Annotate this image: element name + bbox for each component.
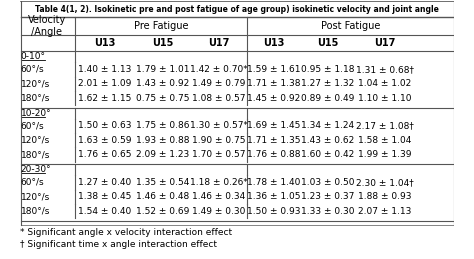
Text: 1.36 ± 1.05: 1.36 ± 1.05 (247, 192, 300, 201)
Text: 60°/s: 60°/s (20, 121, 44, 130)
Text: 120°/s: 120°/s (20, 136, 50, 145)
Text: 2.09 ± 1.23: 2.09 ± 1.23 (136, 150, 189, 159)
Text: 1.38 ± 0.45: 1.38 ± 0.45 (78, 192, 131, 201)
Text: 1.79 ± 1.01: 1.79 ± 1.01 (136, 65, 189, 74)
Text: 180°/s: 180°/s (20, 207, 50, 216)
Text: 1.69 ± 1.45: 1.69 ± 1.45 (247, 121, 300, 130)
Text: 1.54 ± 0.40: 1.54 ± 0.40 (78, 207, 131, 216)
Text: 1.30 ± 0.57*: 1.30 ± 0.57* (190, 121, 248, 130)
Text: U15: U15 (152, 38, 173, 48)
Text: U17: U17 (374, 38, 395, 48)
Text: 1.60 ± 0.42: 1.60 ± 0.42 (301, 150, 355, 159)
Text: 10-20°: 10-20° (20, 109, 51, 118)
Text: 120°/s: 120°/s (20, 79, 50, 88)
Text: 0-10°: 0-10° (20, 52, 46, 61)
Text: 1.27 ± 1.32: 1.27 ± 1.32 (301, 79, 355, 88)
Text: 1.04 ± 1.02: 1.04 ± 1.02 (358, 79, 411, 88)
Text: 1.42 ± 0.70*: 1.42 ± 0.70* (190, 65, 248, 74)
Text: Pre Fatigue: Pre Fatigue (134, 21, 189, 31)
Text: 2.01 ± 1.09: 2.01 ± 1.09 (78, 79, 131, 88)
Text: 120°/s: 120°/s (20, 192, 50, 201)
Text: 1.78 ± 1.40: 1.78 ± 1.40 (247, 178, 300, 187)
Text: 1.31 ± 0.68†: 1.31 ± 0.68† (356, 65, 414, 74)
Text: Velocity
/Angle: Velocity /Angle (27, 15, 66, 37)
Text: 1.99 ± 1.39: 1.99 ± 1.39 (358, 150, 411, 159)
Text: 1.49 ± 0.30: 1.49 ± 0.30 (192, 207, 246, 216)
Text: 1.33 ± 0.30: 1.33 ± 0.30 (301, 207, 355, 216)
Text: U13: U13 (263, 38, 284, 48)
Text: 1.63 ± 0.59: 1.63 ± 0.59 (78, 136, 131, 145)
Text: 1.88 ± 0.93: 1.88 ± 0.93 (358, 192, 411, 201)
Text: 1.45 ± 0.92: 1.45 ± 0.92 (247, 94, 300, 103)
Text: 1.23 ± 0.37: 1.23 ± 0.37 (301, 192, 355, 201)
Text: 1.08 ± 0.57: 1.08 ± 0.57 (192, 94, 246, 103)
Text: 60°/s: 60°/s (20, 65, 44, 74)
Text: 1.70 ± 0.57: 1.70 ± 0.57 (192, 150, 246, 159)
Text: 1.71 ± 1.35: 1.71 ± 1.35 (247, 136, 300, 145)
Text: 1.18 ± 0.26*: 1.18 ± 0.26* (190, 178, 248, 187)
Text: 0.89 ± 0.49: 0.89 ± 0.49 (301, 94, 355, 103)
Text: 1.90 ± 0.75: 1.90 ± 0.75 (192, 136, 246, 145)
Text: 2.17 ± 1.08†: 2.17 ± 1.08† (356, 121, 414, 130)
Text: 1.10 ± 1.10: 1.10 ± 1.10 (358, 94, 411, 103)
Text: 1.49 ± 0.79: 1.49 ± 0.79 (192, 79, 246, 88)
Text: 1.27 ± 0.40: 1.27 ± 0.40 (78, 178, 131, 187)
Text: 1.76 ± 0.65: 1.76 ± 0.65 (78, 150, 131, 159)
Text: 2.30 ± 1.04†: 2.30 ± 1.04† (356, 178, 414, 187)
Text: 1.50 ± 0.93: 1.50 ± 0.93 (247, 207, 300, 216)
Text: 0.75 ± 0.75: 0.75 ± 0.75 (136, 94, 189, 103)
Text: 1.43 ± 0.62: 1.43 ± 0.62 (301, 136, 355, 145)
Text: 1.50 ± 0.63: 1.50 ± 0.63 (78, 121, 131, 130)
Text: 1.40 ± 1.13: 1.40 ± 1.13 (78, 65, 131, 74)
Text: U17: U17 (208, 38, 230, 48)
Text: Post Fatigue: Post Fatigue (321, 21, 381, 31)
Text: * Significant angle x velocity interaction effect: * Significant angle x velocity interacti… (20, 228, 232, 238)
Text: U15: U15 (317, 38, 339, 48)
Text: 1.35 ± 0.54: 1.35 ± 0.54 (136, 178, 189, 187)
Text: 180°/s: 180°/s (20, 150, 50, 159)
Text: 180°/s: 180°/s (20, 94, 50, 103)
Text: 1.46 ± 0.48: 1.46 ± 0.48 (136, 192, 189, 201)
Text: 20-30°: 20-30° (20, 165, 51, 174)
Text: 1.93 ± 0.88: 1.93 ± 0.88 (136, 136, 189, 145)
Text: † Significant time x angle interaction effect: † Significant time x angle interaction e… (20, 240, 217, 249)
Text: 1.71 ± 1.38: 1.71 ± 1.38 (247, 79, 300, 88)
Text: 1.46 ± 0.34: 1.46 ± 0.34 (192, 192, 246, 201)
Text: 60°/s: 60°/s (20, 178, 44, 187)
Text: 1.62 ± 1.15: 1.62 ± 1.15 (78, 94, 131, 103)
Text: 1.03 ± 0.50: 1.03 ± 0.50 (301, 178, 355, 187)
Text: Table 4(1, 2). Isokinetic pre and post fatigue of age group) isokinetic velocity: Table 4(1, 2). Isokinetic pre and post f… (35, 5, 439, 14)
Text: 1.59 ± 1.61: 1.59 ± 1.61 (247, 65, 300, 74)
Text: 1.58 ± 1.04: 1.58 ± 1.04 (358, 136, 411, 145)
Text: U13: U13 (94, 38, 115, 48)
Text: 1.76 ± 0.88: 1.76 ± 0.88 (247, 150, 300, 159)
Text: 1.34 ± 1.24: 1.34 ± 1.24 (301, 121, 355, 130)
Text: 1.52 ± 0.69: 1.52 ± 0.69 (136, 207, 189, 216)
Text: 1.43 ± 0.92: 1.43 ± 0.92 (136, 79, 189, 88)
Text: 2.07 ± 1.13: 2.07 ± 1.13 (358, 207, 411, 216)
Text: 0.95 ± 1.18: 0.95 ± 1.18 (301, 65, 355, 74)
Text: 1.75 ± 0.86: 1.75 ± 0.86 (136, 121, 189, 130)
